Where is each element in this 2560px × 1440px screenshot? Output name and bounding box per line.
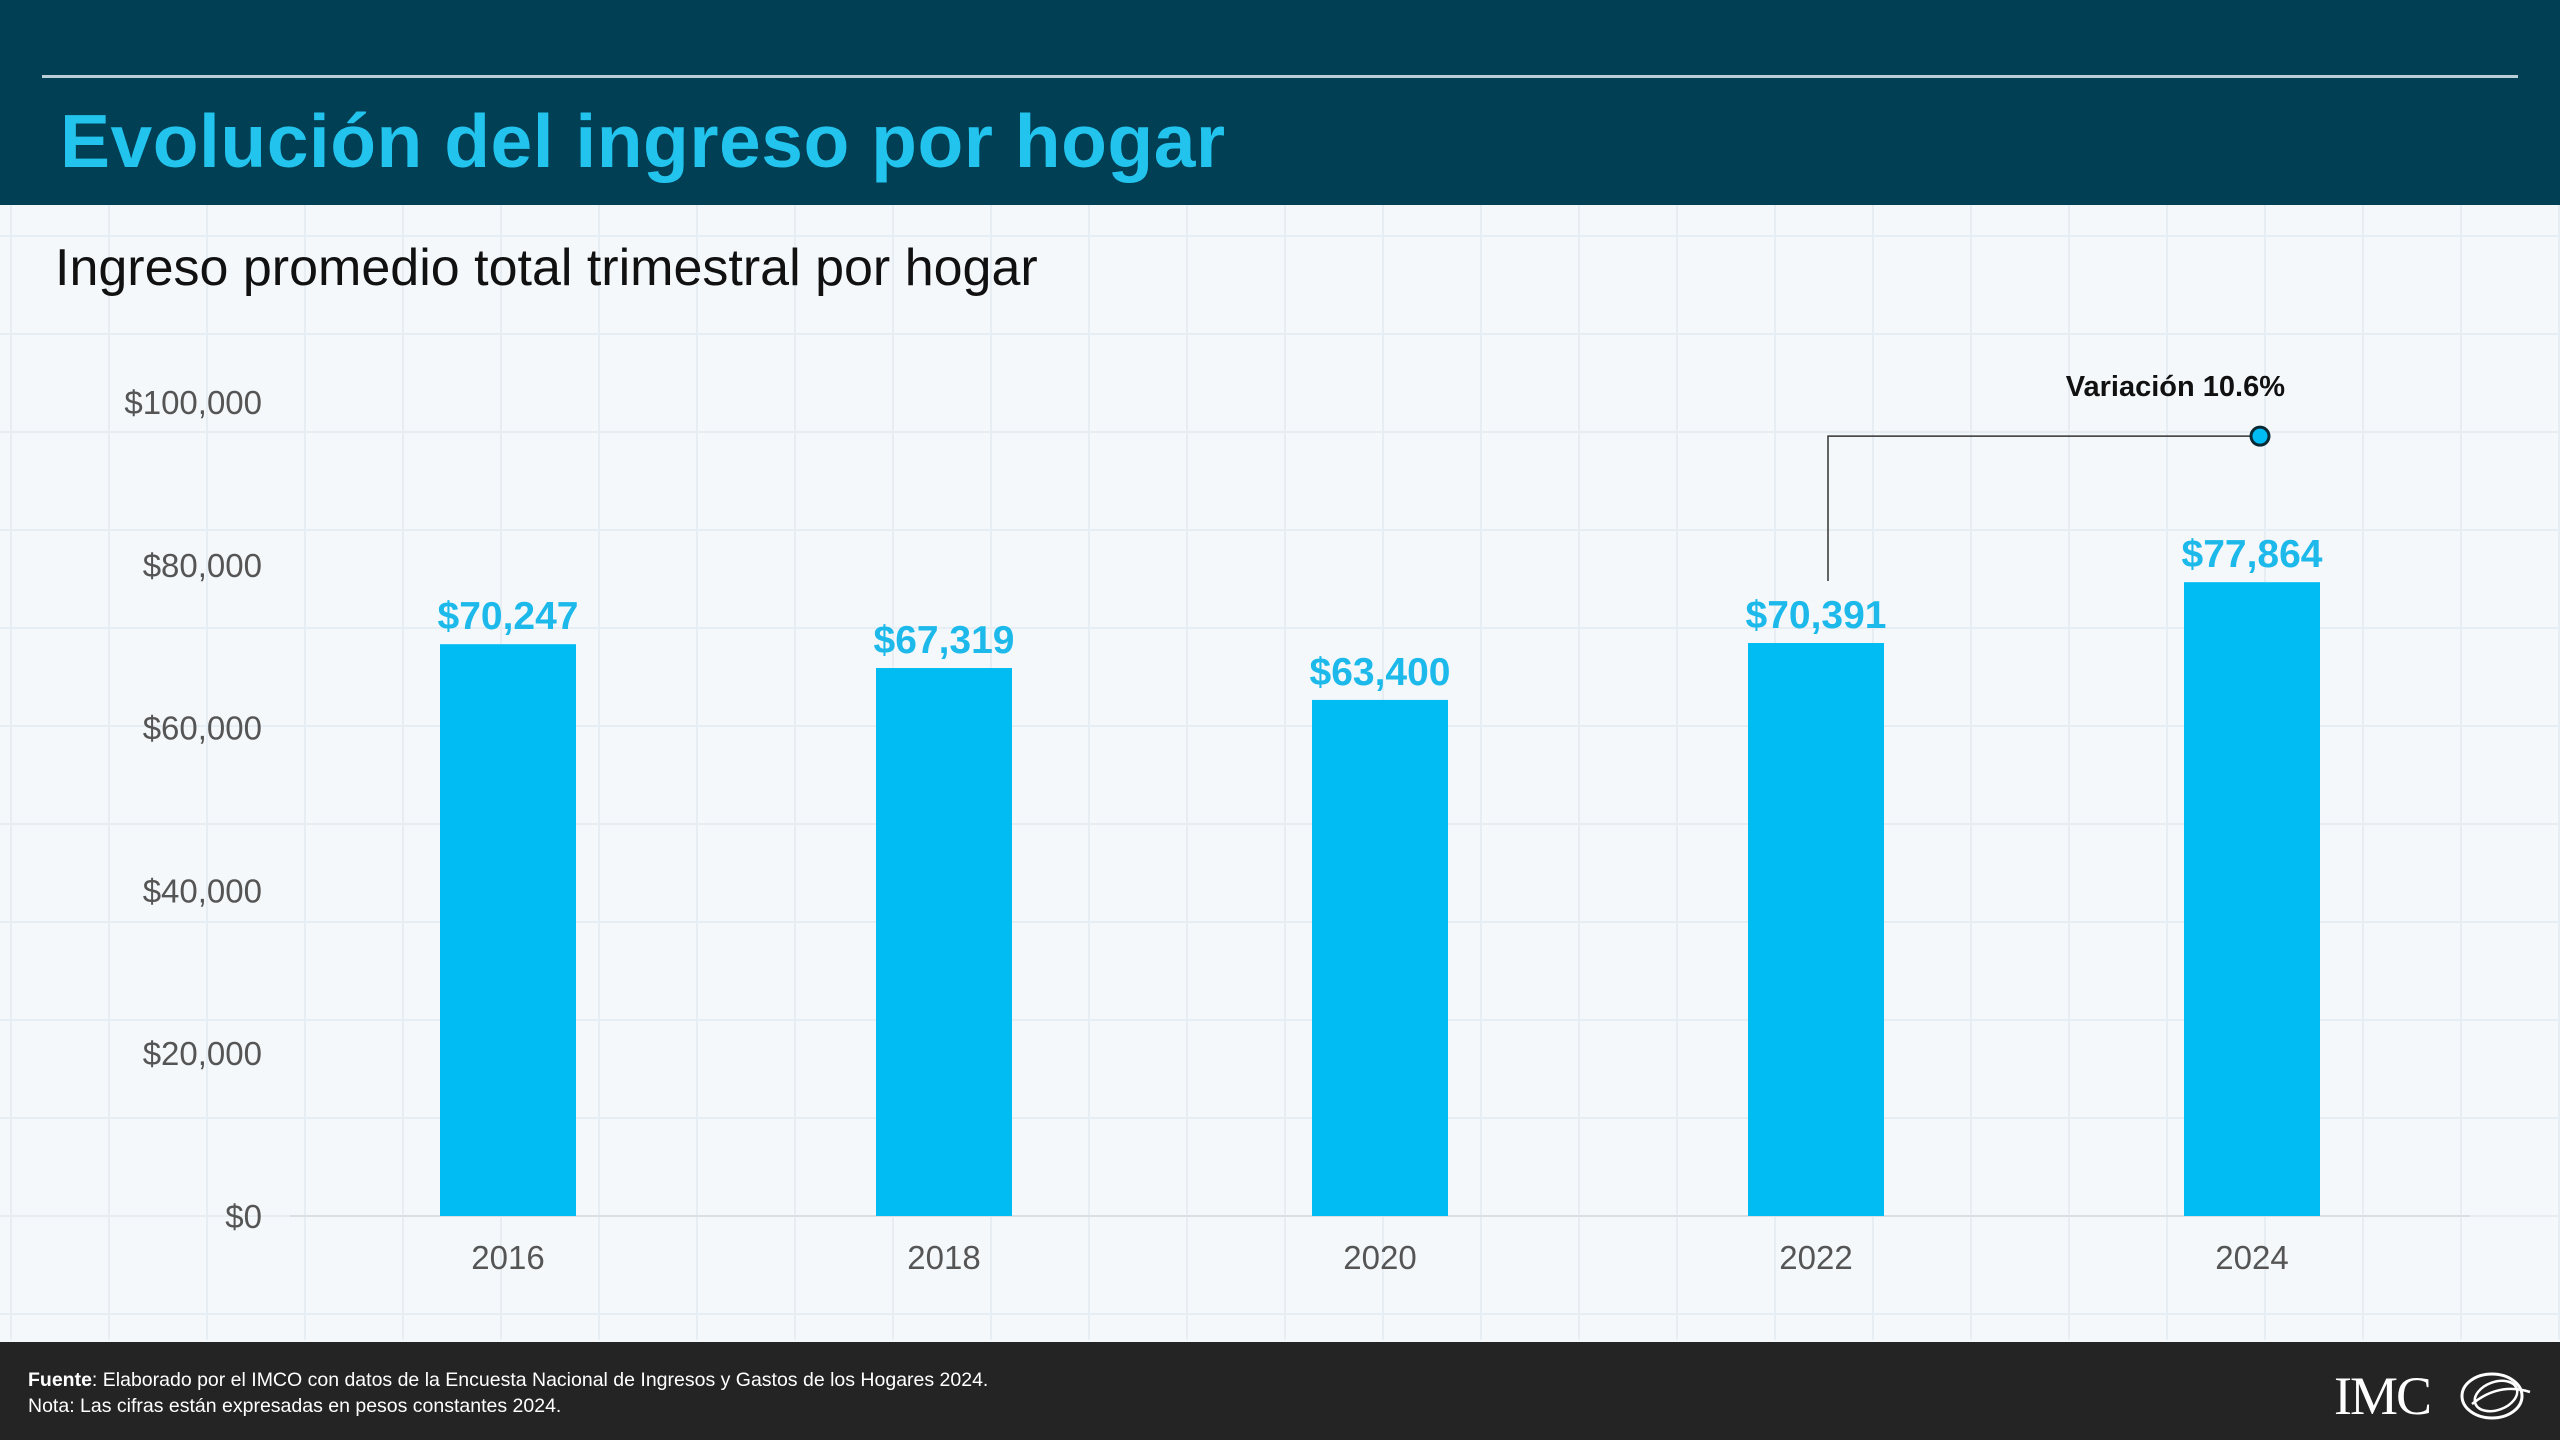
footer-source-text: : Elaborado por el IMCO con datos de la … — [91, 1369, 989, 1391]
y-tick-label: $20,000 — [143, 1035, 262, 1072]
variation-marker — [2249, 425, 2271, 447]
y-tick-label: $60,000 — [143, 710, 262, 747]
data-label: $67,319 — [874, 619, 1015, 662]
bar — [1312, 699, 1448, 1216]
data-label: $77,864 — [2182, 533, 2323, 576]
footer-note: Nota: Las cifras están expresadas en pes… — [28, 1395, 562, 1417]
footer-bar — [0, 1342, 2560, 1440]
y-tick-label: $40,000 — [143, 872, 262, 909]
chart-subtitle: Ingreso promedio total trimestral por ho… — [55, 239, 1038, 297]
data-label: $70,391 — [1746, 594, 1887, 637]
header-divider — [42, 75, 2518, 78]
x-tick-label: 2018 — [907, 1239, 980, 1276]
x-tick-label: 2016 — [471, 1239, 544, 1276]
data-label: $70,247 — [438, 595, 579, 638]
y-tick-label: $80,000 — [143, 547, 262, 584]
x-tick-label: 2024 — [2215, 1239, 2288, 1276]
bar — [440, 644, 576, 1216]
logo-swirl-outer — [2460, 1372, 2524, 1420]
bar — [1748, 643, 1884, 1216]
bar — [876, 668, 1012, 1216]
imco-logo: IMC — [2334, 1366, 2531, 1426]
x-tick-label: 2020 — [1343, 1239, 1416, 1276]
bar — [2184, 582, 2320, 1216]
variation-connector — [1827, 435, 2260, 582]
y-tick-label: $0 — [225, 1198, 262, 1235]
variation-label: Variación 10.6% — [2066, 371, 2285, 403]
header-bar — [0, 0, 2560, 205]
data-label: $63,400 — [1310, 651, 1451, 694]
footer-source: Fuente: Elaborado por el IMCO con datos … — [28, 1369, 988, 1392]
x-tick-label: 2022 — [1779, 1239, 1852, 1276]
y-tick-label: $100,000 — [124, 384, 262, 421]
page-title: Evolución del ingreso por hogar — [60, 99, 1226, 183]
logo-swirl-stroke — [2471, 1387, 2531, 1405]
logo-wordmark: IMC — [2334, 1366, 2430, 1426]
footer-source-label: Fuente — [28, 1369, 92, 1391]
background-grid — [0, 205, 2560, 1340]
